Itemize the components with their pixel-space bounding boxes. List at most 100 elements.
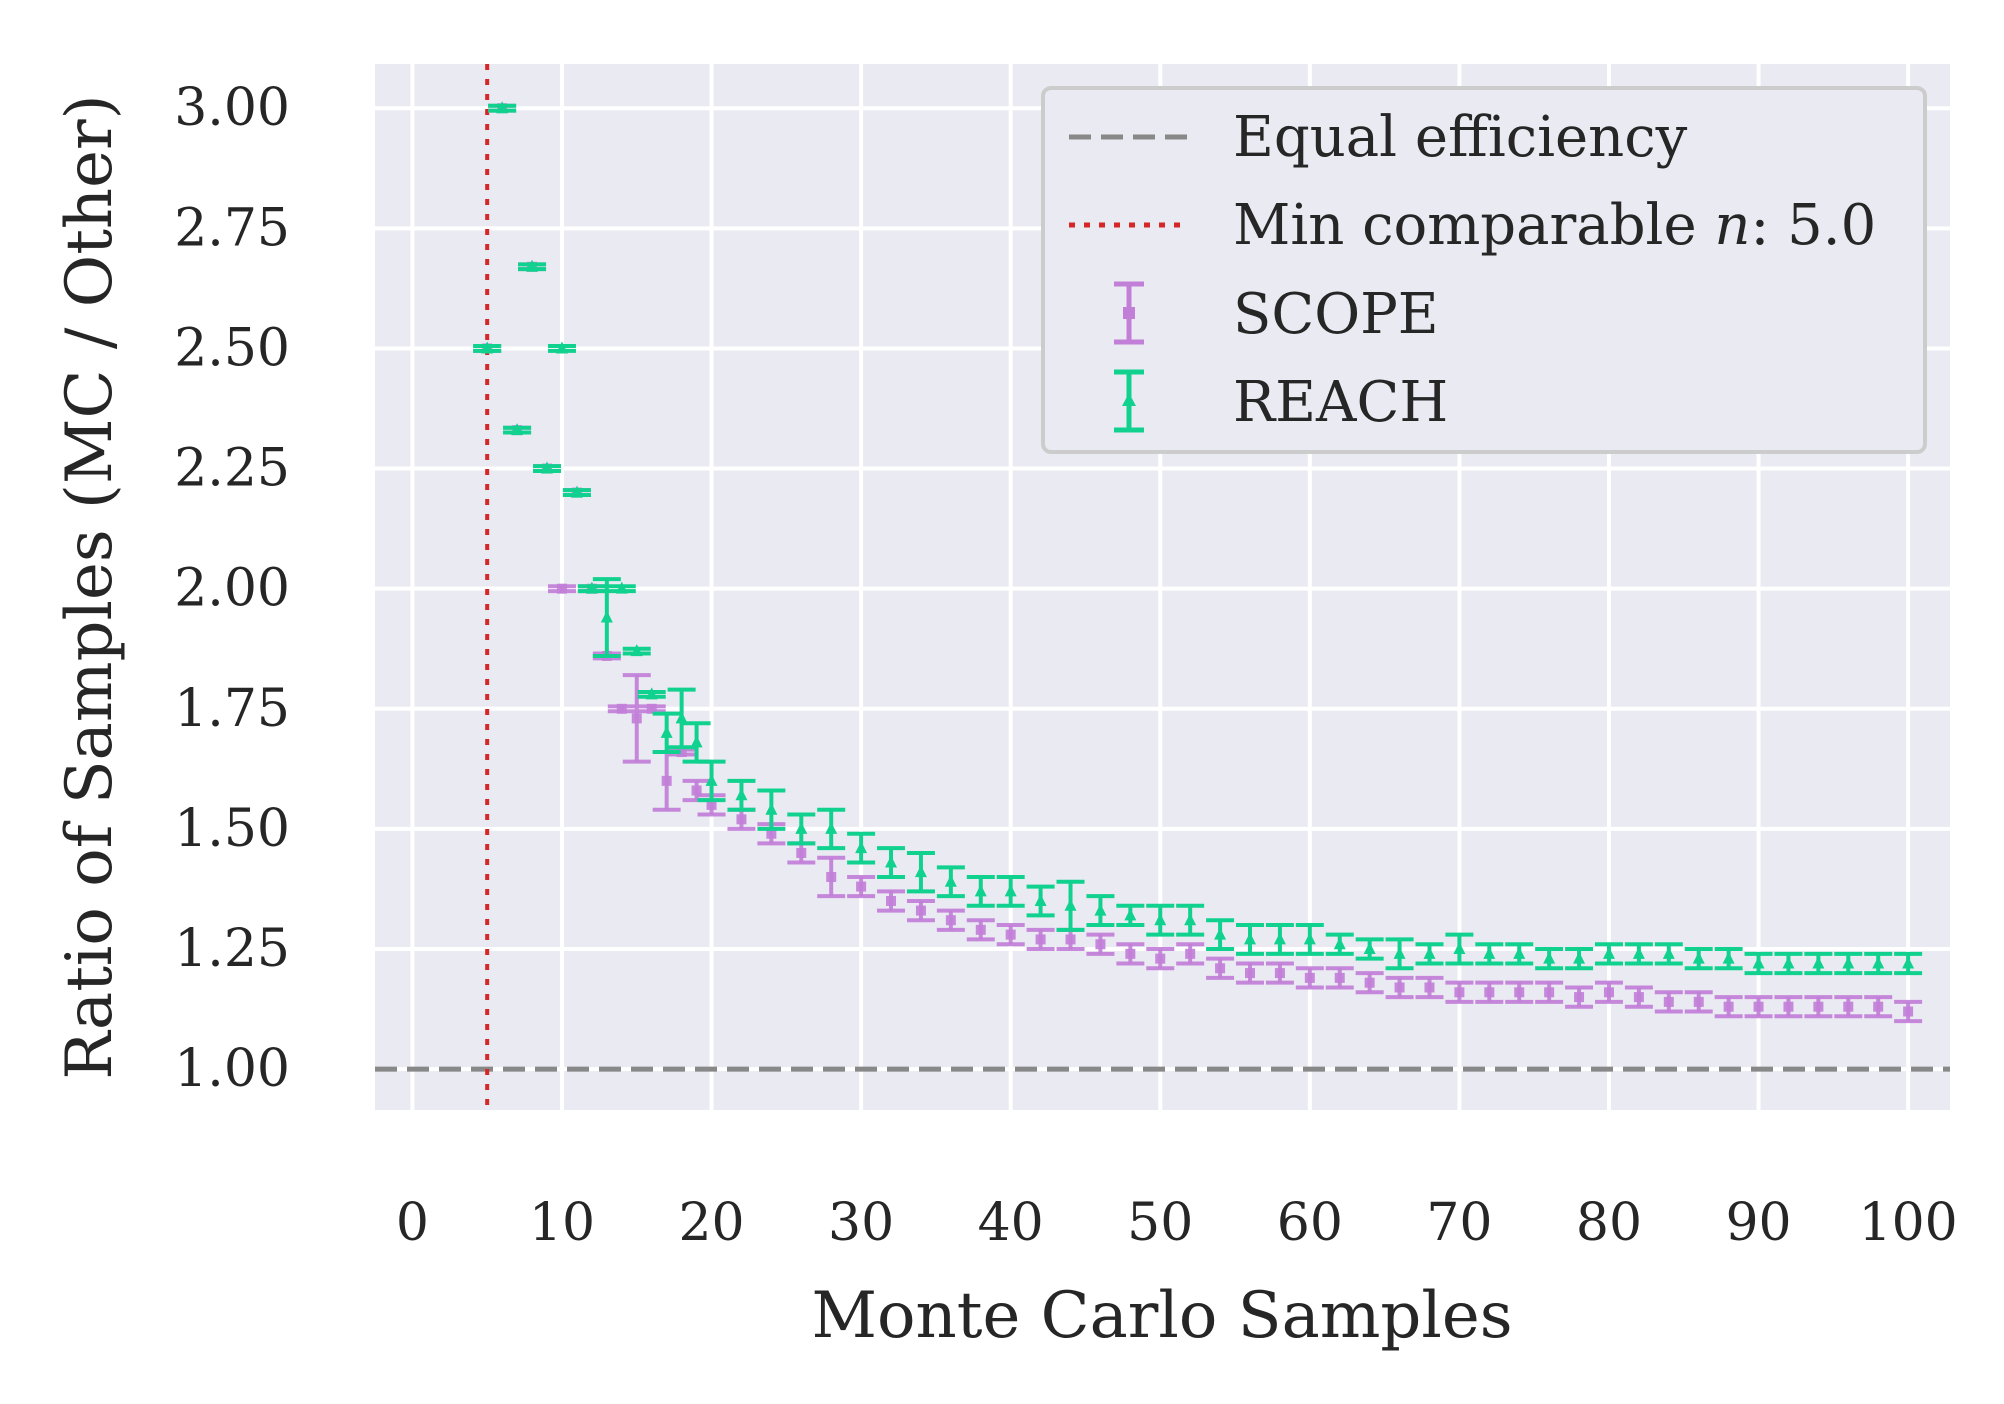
legend: Equal efficiency Min comparable n: 5.0 S… [1041,86,1927,454]
x-tick-label: 60 [1277,1193,1343,1253]
legend-equal-efficiency-label: Equal efficiency [1233,105,1688,170]
data-point [1184,913,1197,926]
legend-box [1041,86,1927,454]
data-point [796,847,807,858]
data-point [1663,996,1674,1007]
data-point [1483,946,1496,959]
x-tick-label: 80 [1576,1193,1642,1253]
x-tick-label: 20 [678,1193,744,1253]
y-tick-label: 1.25 [174,919,290,979]
data-point [1215,963,1226,974]
y-tick-label: 1.00 [174,1039,290,1099]
data-point [645,687,658,700]
data-point [690,735,703,748]
data-point [1812,956,1825,969]
data-point [1004,884,1017,897]
data-point [1544,987,1555,998]
data-point [945,915,956,926]
data-point [1723,1001,1734,1012]
data-point [1363,942,1376,955]
data-point [1245,968,1255,979]
min-comparable-var: n [1714,193,1750,258]
data-point [735,788,748,801]
data-point [914,865,927,878]
data-point [1783,1001,1794,1012]
data-point [1125,948,1136,959]
data-point [1872,956,1885,969]
data-point [1064,898,1077,911]
data-point [1813,1001,1824,1012]
data-point [1424,982,1435,993]
data-point [1513,946,1526,959]
legend-reach-triangle [1122,393,1136,406]
data-point [1154,913,1167,926]
data-point [795,821,808,834]
data-point [705,773,718,786]
data-point [1303,932,1316,945]
data-point [1662,946,1675,959]
data-point [975,924,986,935]
data-point [1693,996,1704,1007]
data-point [660,725,673,738]
data-point [1603,987,1614,998]
data-point [1574,992,1585,1003]
x-tick-label: 100 [1858,1193,1957,1253]
data-point [1095,939,1106,950]
data-point [886,895,897,906]
legend-scope-marker [1114,281,1144,345]
data-point [1124,908,1137,921]
y-tick-label: 1.50 [174,799,290,859]
data-point [1185,948,1196,959]
x-tick-label: 10 [529,1193,595,1253]
legend-scope-label: SCOPE [1233,282,1439,347]
data-point [675,711,688,724]
data-point [1902,956,1915,969]
data-point [1155,953,1166,964]
legend-reach-label: REACH [1233,370,1448,435]
data-point [1484,987,1495,998]
data-point [541,461,554,474]
legend-scope-square [1123,307,1135,319]
data-point [1782,956,1795,969]
data-point [826,871,837,882]
data-point [511,423,524,436]
data-point [765,802,778,815]
data-point [676,747,687,758]
data-point [736,814,747,825]
data-point [646,703,657,714]
data-point [600,610,613,623]
data-point [1273,932,1286,945]
data-point [570,485,583,498]
data-point [1094,903,1107,916]
min-comparable-suffix: : 5.0 [1750,193,1876,258]
x-tick-label: 40 [978,1193,1044,1253]
legend-reach-marker [1114,369,1144,433]
legend-min-comparable-label: Min comparable n: 5.0 [1233,193,1876,258]
tick-labels: 0 10 20 30 40 50 60 70 80 90 100 1.00 1.25 1.50 1.75 2.… [174,78,1958,1253]
data-point [915,905,926,916]
data-point [1903,1006,1914,1017]
data-point [1843,1001,1854,1012]
y-tick-label: 2.25 [174,439,290,499]
data-point [1034,893,1047,906]
data-point [631,713,642,724]
reach-series [473,101,1923,976]
data-point [706,799,717,810]
data-point [825,821,838,834]
data-point [526,259,539,272]
data-point [1602,946,1615,959]
y-tick-label: 2.75 [174,198,290,258]
data-point [691,785,702,796]
data-point [1454,987,1465,998]
data-point [1722,951,1735,964]
data-point [1633,992,1644,1003]
data-point [856,881,867,892]
data-point [585,581,598,594]
x-tick-label: 70 [1426,1193,1492,1253]
data-point [1543,951,1556,964]
y-tick-label: 2.00 [174,559,290,619]
data-point [1065,934,1076,945]
data-point [766,828,777,839]
data-point [615,581,628,594]
